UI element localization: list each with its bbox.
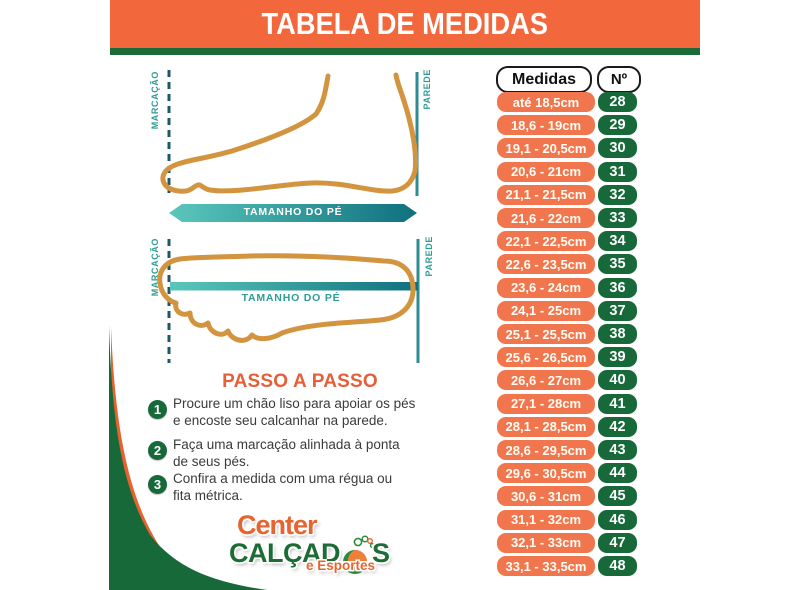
passo-a-passo-title: PASSO A PASSO xyxy=(222,371,378,392)
size-number-cell: 35 xyxy=(598,254,637,275)
size-range-cell: 28,1 - 28,5cm xyxy=(497,416,595,437)
corner-swoosh-graphic xyxy=(109,325,268,590)
size-number-cell: 33 xyxy=(598,208,637,228)
size-number-cell: 38 xyxy=(598,324,637,344)
step-1-badge: 1 xyxy=(148,400,167,419)
size-range-cell: 29,6 - 30,5cm xyxy=(497,463,595,484)
foot-size-arrow xyxy=(169,204,417,222)
size-range-cell: 19,1 - 20,5cm xyxy=(497,138,595,159)
size-number-cell: 30 xyxy=(598,138,637,159)
size-number-cell: 48 xyxy=(598,556,637,576)
page-title: TABELA DE MEDIDAS xyxy=(261,6,549,41)
size-range-cell: até 18,5cm xyxy=(497,92,595,112)
size-number-cell: 39 xyxy=(598,347,637,368)
logo-esportes-text: e Esportes xyxy=(306,558,376,573)
swoosh-orange-edge xyxy=(111,327,248,590)
footprint-outline xyxy=(157,253,416,343)
tamanho-do-pe-bar-label: TAMANHO DO PÉ xyxy=(241,292,341,304)
swoosh-green-shape xyxy=(109,325,268,590)
table-header-numero: Nº xyxy=(597,66,641,93)
size-range-cell: 32,1 - 33cm xyxy=(497,532,595,553)
tamanho-do-pe-arrow-label: TAMANHO DO PÉ xyxy=(243,206,343,218)
size-range-cell: 22,1 - 22,5cm xyxy=(497,231,595,252)
size-number-cell: 44 xyxy=(598,463,637,484)
size-range-cell: 30,6 - 31cm xyxy=(497,486,595,507)
step-2-text: Faça uma marcação alinhada à ponta de se… xyxy=(173,437,400,469)
size-number-cell: 40 xyxy=(598,370,637,391)
size-number-cell: 45 xyxy=(598,486,637,507)
step-2-badge: 2 xyxy=(148,441,167,460)
footprint-top-view-diagram xyxy=(157,239,420,363)
size-number-cell: 36 xyxy=(598,277,637,298)
size-number-cell: 28 xyxy=(598,92,637,112)
size-range-cell: 24,1 - 25cm xyxy=(497,300,595,321)
size-range-cell: 26,6 - 27cm xyxy=(497,370,595,391)
size-range-cell: 28,6 - 29,5cm xyxy=(497,440,595,460)
size-number-cell: 31 xyxy=(598,161,637,182)
size-number-cell: 37 xyxy=(598,300,637,321)
size-range-cell: 31,1 - 32cm xyxy=(497,509,595,530)
footprint-ball-icon xyxy=(343,535,374,574)
size-range-cell: 25,1 - 25,5cm xyxy=(497,324,595,344)
foot-size-measure-bar xyxy=(170,282,418,291)
size-range-cell: 33,1 - 33,5cm xyxy=(497,556,595,576)
step-3-text: Confira a medida com uma régua ou fita m… xyxy=(173,471,393,503)
size-number-cell: 47 xyxy=(598,532,637,553)
foot-side-view-diagram xyxy=(160,70,419,222)
size-range-cell: 22,6 - 23,5cm xyxy=(497,254,595,275)
size-range-cell: 27,1 - 28cm xyxy=(497,393,595,414)
size-number-cell: 29 xyxy=(598,115,637,136)
title-banner: TABELA DE MEDIDAS xyxy=(110,0,700,48)
logo-center-text: Center xyxy=(237,510,318,540)
size-range-cell: 20,6 - 21cm xyxy=(497,161,595,182)
size-range-cell: 21,1 - 21,5cm xyxy=(497,184,595,205)
size-range-cell: 25,6 - 26,5cm xyxy=(497,347,595,368)
size-range-cell: 23,6 - 24cm xyxy=(497,277,595,298)
step-1-text: Procure um chão liso para apoiar os pés … xyxy=(173,396,416,428)
size-number-cell: 41 xyxy=(598,393,637,414)
table-header-medidas: Medidas xyxy=(496,66,592,93)
size-range-cell: 21,6 - 22cm xyxy=(497,208,595,228)
size-number-cell: 32 xyxy=(598,184,637,205)
size-number-cell: 43 xyxy=(598,440,637,460)
step-3-badge: 3 xyxy=(148,475,167,494)
size-number-cell: 46 xyxy=(598,509,637,530)
size-number-cell: 42 xyxy=(598,416,637,437)
logo-calcados-text: CALÇAD S xyxy=(229,531,390,574)
foot-profile-outline xyxy=(160,72,419,194)
size-range-cell: 18,6 - 19cm xyxy=(497,115,595,136)
size-number-cell: 34 xyxy=(598,231,637,252)
banner-green-stripe xyxy=(110,48,700,55)
